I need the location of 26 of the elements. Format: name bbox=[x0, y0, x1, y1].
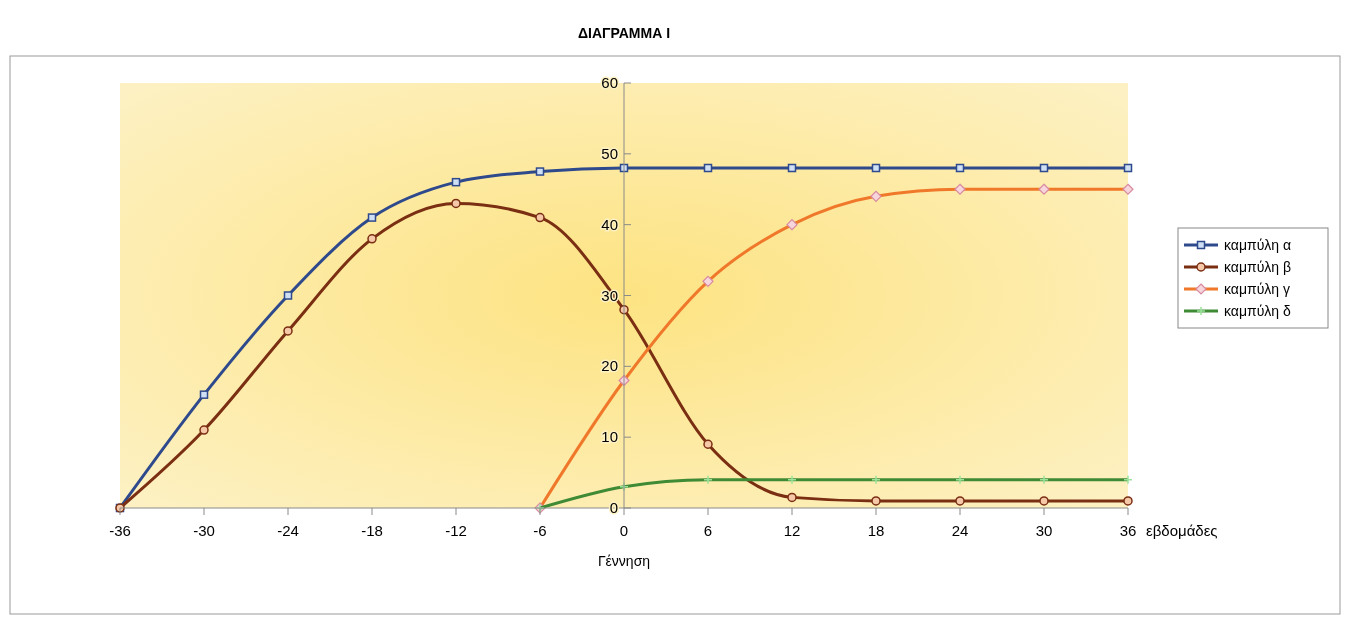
x-tick-label: -12 bbox=[445, 522, 467, 539]
y-tick-label: 0 bbox=[609, 499, 618, 516]
x-tick-label: 6 bbox=[703, 522, 713, 539]
x-tick-label: 12 bbox=[783, 522, 801, 539]
x-tick-label: 24 bbox=[951, 522, 969, 539]
x-axis-title: εβδομάδες bbox=[1146, 522, 1218, 539]
x-tick-label: -6 bbox=[533, 522, 547, 539]
legend-label: καμπύλη α bbox=[1224, 237, 1292, 253]
x-tick-label: -18 bbox=[361, 522, 383, 539]
x-tick-label: 18 bbox=[867, 522, 885, 539]
y-tick-label: 60 bbox=[601, 74, 618, 91]
legend-label: καμπύλη γ bbox=[1224, 281, 1290, 297]
text: Γέννηση bbox=[597, 553, 651, 569]
chart-title: ΔΙΑΓΡΑΜΜΑ Ι bbox=[577, 25, 671, 41]
x-tick-label: -36 bbox=[109, 522, 131, 539]
y-tick-label: 50 bbox=[601, 144, 618, 162]
legend-label: καμπύλη δ bbox=[1224, 303, 1291, 319]
y-tick-label: 20 bbox=[601, 357, 618, 375]
x-tick-label: -30 bbox=[193, 522, 215, 539]
x-tick-label: 36 bbox=[1119, 522, 1137, 539]
legend-label: καμπύλη β bbox=[1224, 259, 1292, 275]
x-tick-label: 30 bbox=[1035, 522, 1053, 539]
y-tick-label: 40 bbox=[601, 215, 618, 233]
x-tick-label: -24 bbox=[277, 522, 299, 539]
y-tick-label: 10 bbox=[601, 428, 618, 446]
x-tick-label: 0 bbox=[619, 522, 629, 539]
